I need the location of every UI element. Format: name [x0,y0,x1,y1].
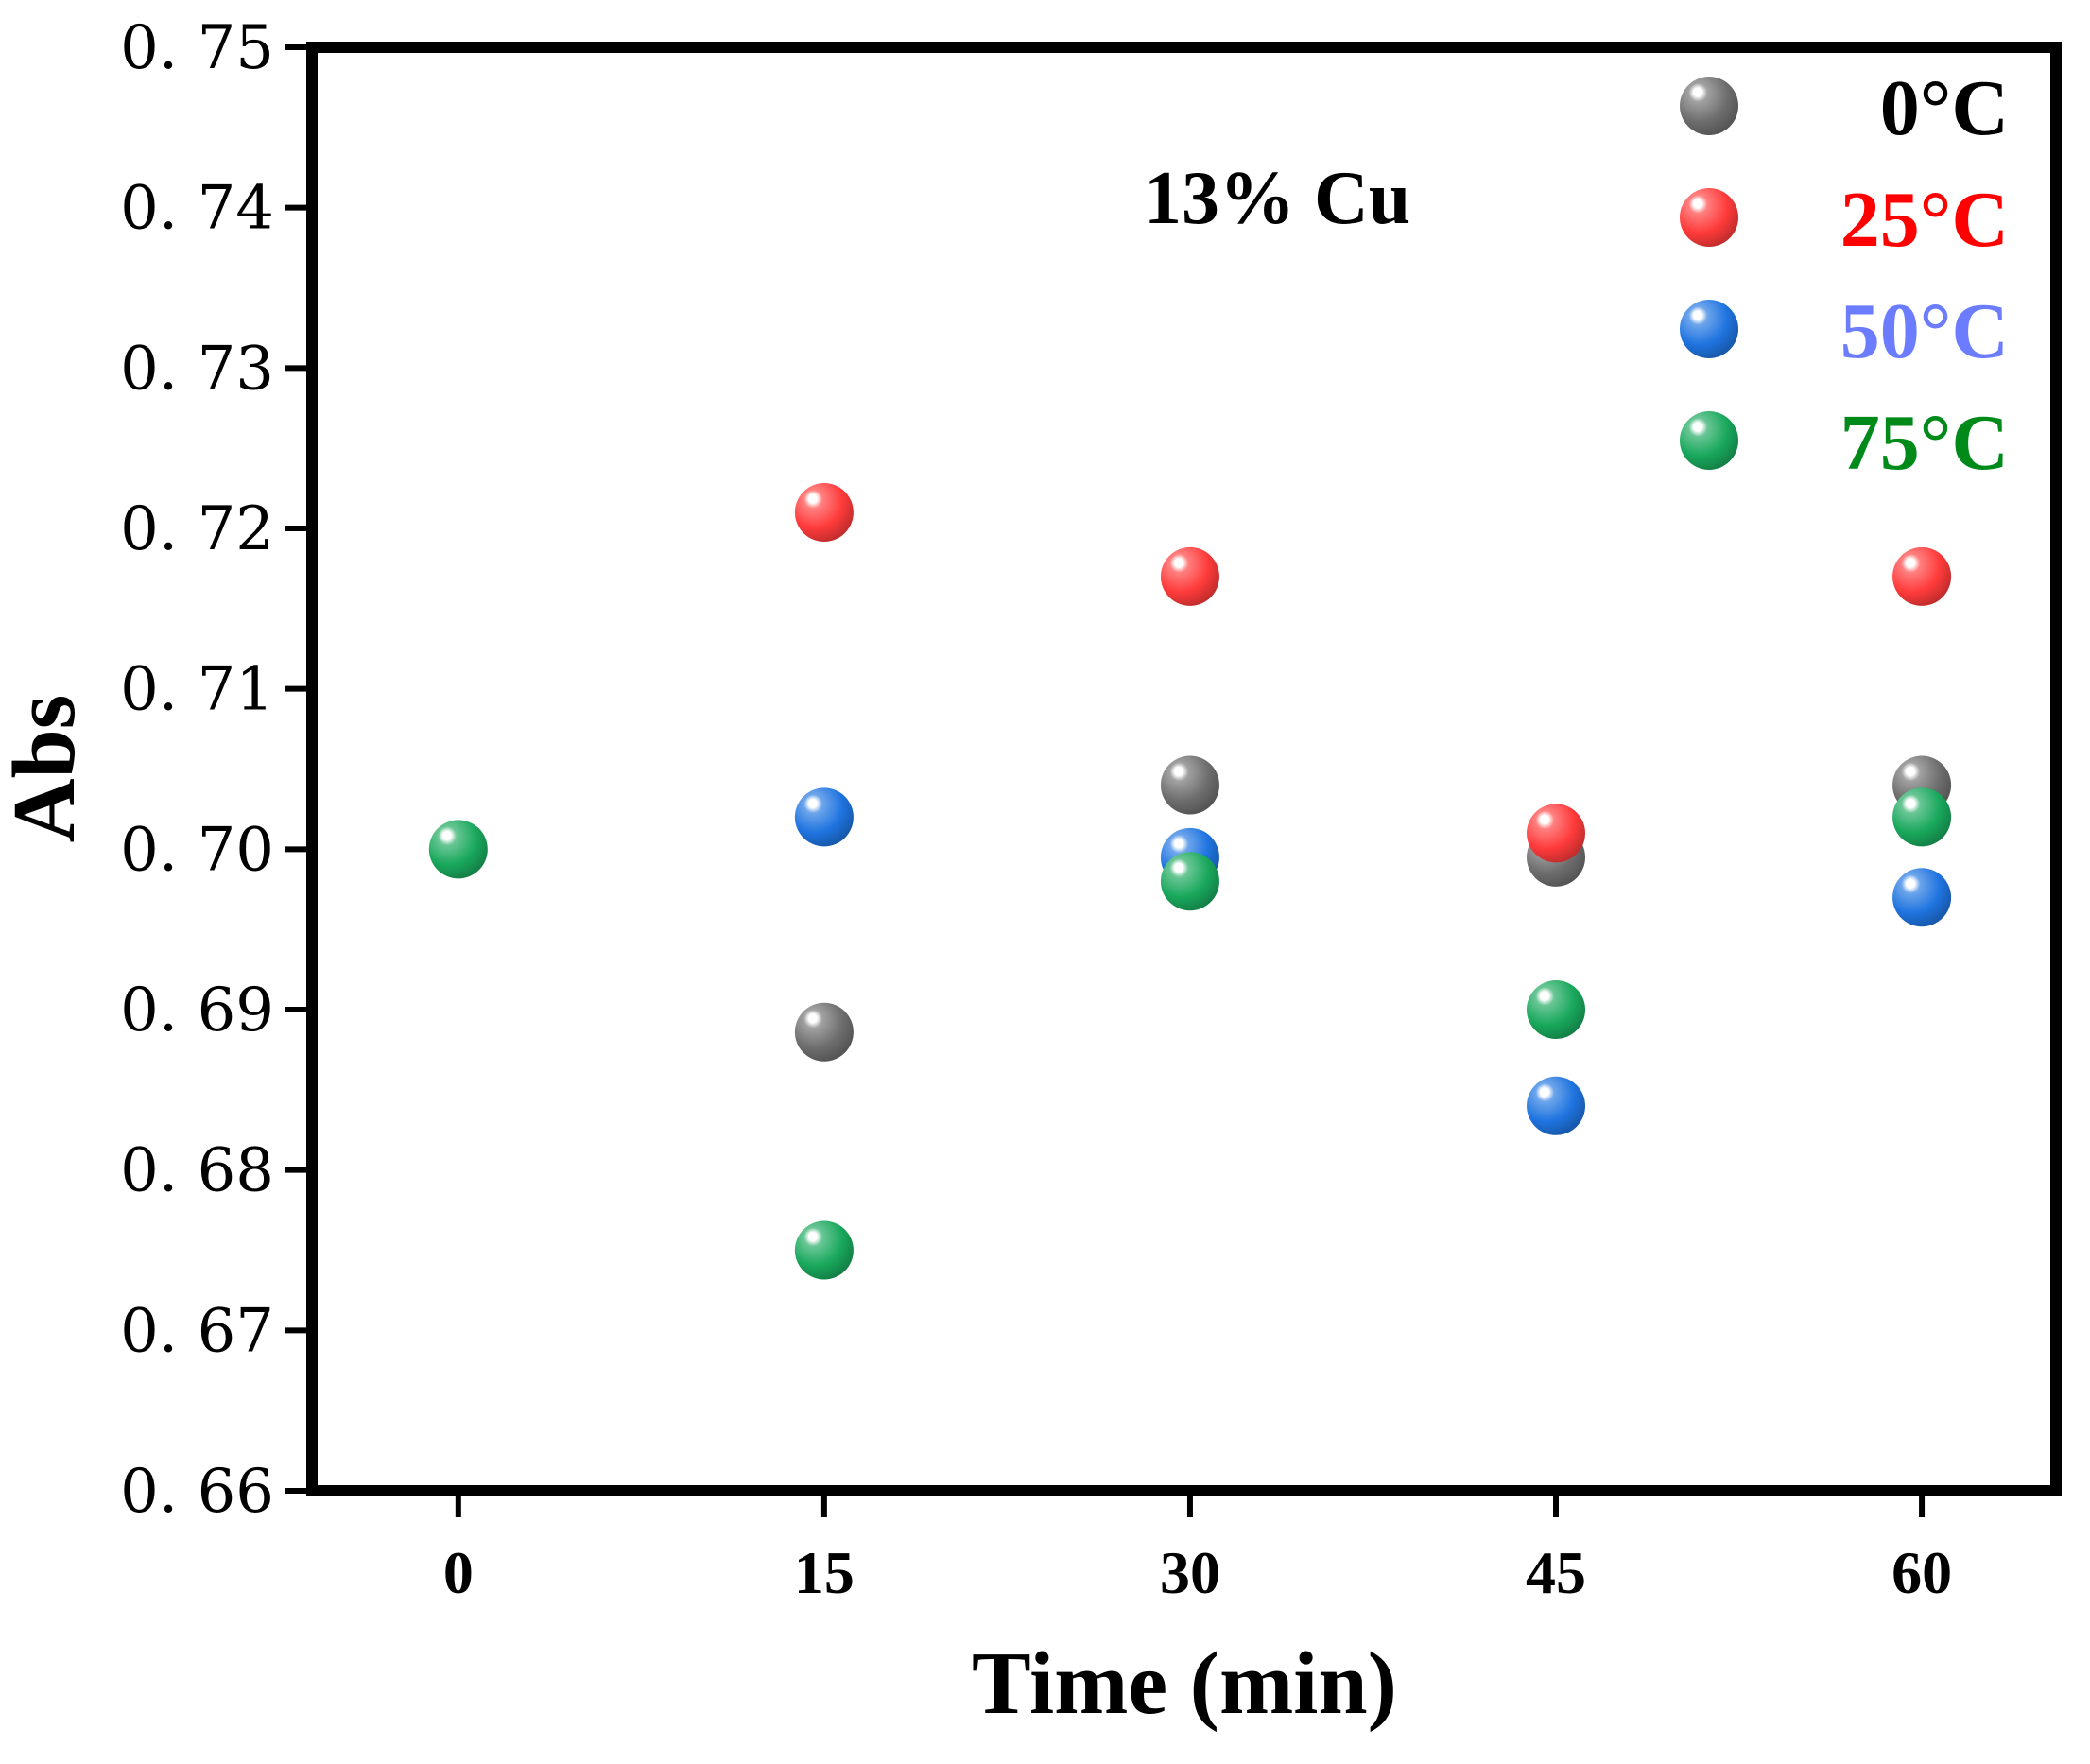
x-axis-title: Time (min) [972,1634,1397,1733]
legend-label: 0°C [1880,64,2009,152]
plot-frame [306,42,2062,1496]
data-point [428,820,488,879]
y-tick-label: 0. 74 [120,174,274,244]
data-point [794,483,854,543]
x-axis: 0 15 30 45 60 [443,1491,1952,1606]
y-tick-label: 0. 68 [120,1136,274,1206]
legend-label: 75°C [1840,399,2009,487]
x-tick-label: 30 [1160,1539,1220,1606]
y-tick-label: 0. 71 [120,655,274,725]
y-axis: 0. 66 0. 67 0. 68 0. 69 0. 70 0. 71 0. 72 0. 73… [120,13,312,1527]
y-tick-label: 0. 73 [120,334,274,404]
chart-annotation: 13% Cu [1144,157,1410,240]
data-point [794,1220,854,1280]
x-tick-label: 15 [794,1539,855,1606]
data-point [1892,546,1952,606]
y-tick-label: 0. 67 [120,1296,274,1366]
data-point [1160,852,1219,911]
data-point [1527,1076,1586,1135]
data-point [1527,804,1586,863]
y-axis-title: Abs [0,695,94,843]
x-tick-label: 0 [443,1539,474,1606]
x-tick-label: 60 [1891,1539,1952,1606]
legend-label: 50°C [1840,287,2009,375]
y-tick-label: 0. 69 [120,976,274,1046]
y-tick-label: 0. 75 [120,13,274,83]
data-point [794,1002,854,1062]
data-point [1892,787,1952,847]
legend-marker [1680,77,1738,135]
legend-marker [1680,411,1738,470]
data-points [428,483,1952,1280]
data-point [794,787,854,847]
y-tick-label: 0. 72 [120,494,274,564]
legend-marker [1680,188,1738,247]
data-point [1160,755,1219,815]
data-point [1160,546,1219,606]
y-tick-label: 0. 66 [120,1457,274,1527]
legend-marker [1680,300,1738,358]
legend-label: 25°C [1840,176,2009,264]
legend: 0°C 25°C 50°C 75°C [1680,64,2009,487]
data-point [1892,868,1952,927]
y-tick-label: 0. 70 [120,815,274,885]
data-point [1527,980,1586,1039]
x-tick-label: 45 [1526,1539,1586,1606]
